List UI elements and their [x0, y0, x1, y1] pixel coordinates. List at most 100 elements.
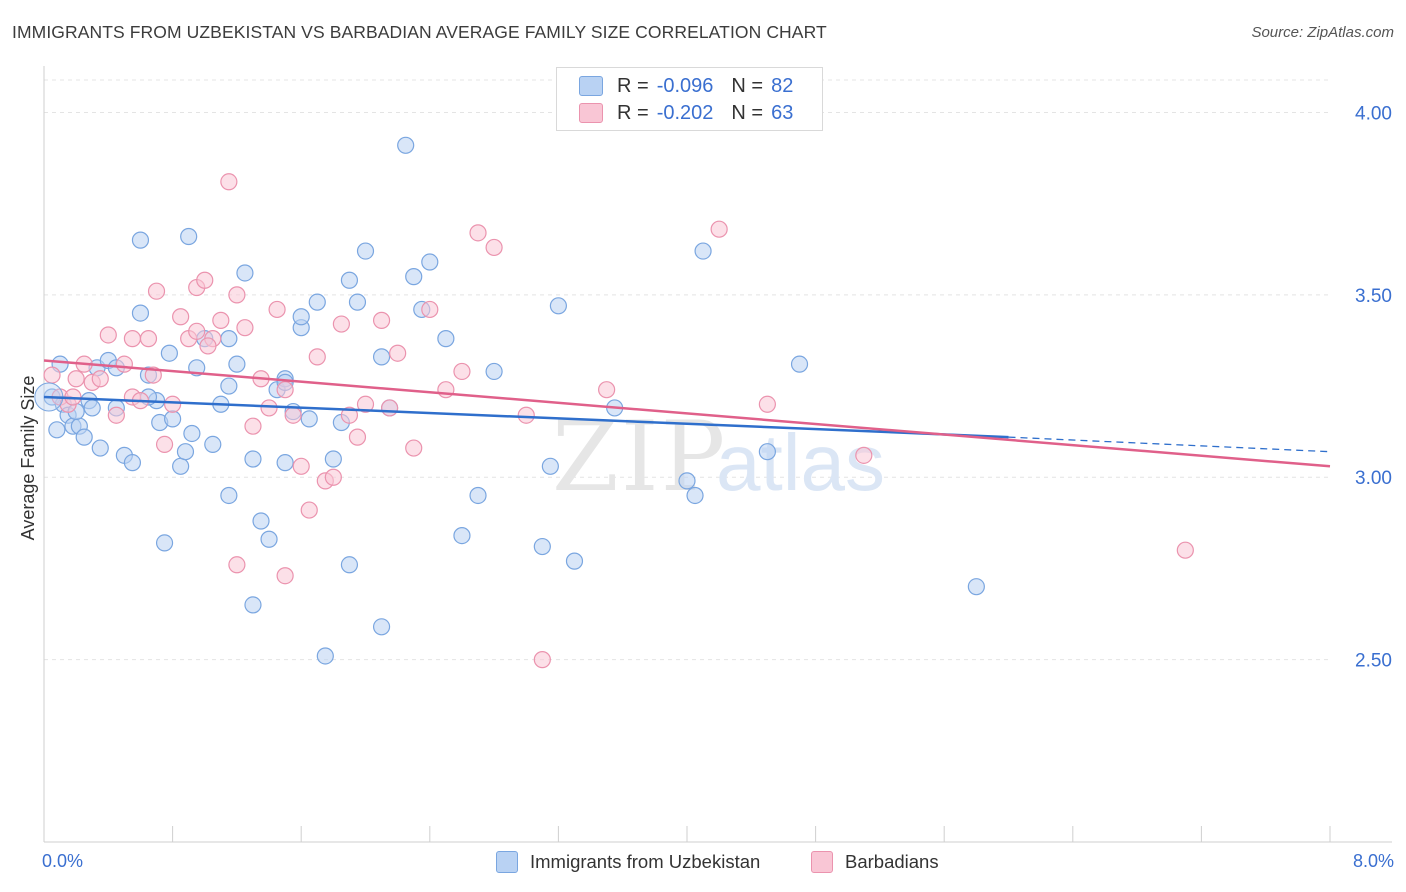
point-barbadians: [758, 395, 776, 413]
point-barbadians: [115, 355, 133, 373]
point-barbadians: [517, 406, 535, 424]
point-uzbekistan: [228, 355, 246, 373]
point-barbadians: [389, 344, 407, 362]
point-uzbekistan: [316, 647, 334, 665]
point-barbadians: [107, 406, 125, 424]
point-barbadians: [91, 370, 109, 388]
point-barbadians: [1176, 541, 1194, 559]
point-barbadians: [372, 311, 391, 329]
point-uzbekistan: [220, 486, 238, 505]
point-barbadians: [348, 428, 367, 446]
legend-r-value: -0.202: [656, 101, 714, 124]
point-barbadians: [284, 406, 302, 424]
point-barbadians: [308, 348, 326, 366]
point-uzbekistan: [397, 136, 415, 154]
point-uzbekistan: [123, 454, 142, 472]
point-uzbekistan: [324, 450, 342, 468]
point-barbadians: [332, 315, 350, 333]
legend-n-label: N =: [731, 74, 764, 97]
legend-r-value: -0.096: [656, 74, 714, 97]
point-uzbekistan: [220, 330, 238, 348]
point-uzbekistan: [348, 293, 367, 311]
point-uzbekistan: [300, 410, 318, 428]
point-barbadians: [199, 337, 217, 355]
point-barbadians: [268, 300, 286, 319]
x-tick-min: 0.0%: [42, 851, 84, 871]
point-uzbekistan: [453, 526, 471, 545]
point-barbadians: [381, 399, 399, 417]
series-legend-uzbekistan[interactable]: Immigrants from Uzbekistan: [496, 851, 760, 873]
point-barbadians: [196, 271, 214, 289]
series-name-barbadians: Barbadians: [845, 851, 939, 872]
point-uzbekistan: [541, 457, 559, 475]
point-barbadians: [123, 330, 142, 348]
legend-n-value: 82: [771, 74, 794, 97]
point-barbadians: [324, 468, 342, 486]
point-barbadians: [147, 282, 166, 300]
point-barbadians: [188, 322, 206, 340]
point-uzbekistan: [176, 443, 195, 461]
y-tick-label: 4.00: [1355, 103, 1392, 124]
point-uzbekistan: [236, 264, 254, 282]
source-credit: Source: ZipAtlas.com: [1251, 24, 1394, 41]
point-barbadians: [598, 381, 616, 399]
point-barbadians: [533, 651, 551, 669]
point-barbadians: [855, 446, 873, 464]
point-barbadians: [144, 366, 162, 384]
correlation-legend: R = -0.096 N = 82 R = -0.202 N = 63: [556, 67, 823, 131]
point-barbadians: [437, 381, 455, 399]
point-uzbekistan: [694, 242, 712, 260]
point-barbadians: [405, 439, 423, 457]
point-uzbekistan: [565, 552, 584, 570]
y-tick-label: 3.00: [1355, 468, 1392, 489]
point-barbadians: [356, 395, 375, 413]
point-uzbekistan: [292, 308, 310, 326]
point-uzbekistan: [160, 344, 178, 362]
point-uzbekistan: [678, 472, 696, 490]
point-barbadians: [139, 330, 158, 348]
series-swatch-uzbekistan: [496, 851, 518, 873]
series-swatch-barbadians: [811, 851, 833, 873]
point-barbadians: [485, 238, 503, 257]
point-barbadians: [172, 308, 190, 326]
point-uzbekistan: [164, 410, 182, 428]
point-uzbekistan: [75, 428, 93, 446]
point-uzbekistan: [340, 271, 359, 289]
point-barbadians: [276, 381, 294, 399]
point-uzbekistan: [276, 454, 294, 472]
point-barbadians: [421, 300, 439, 319]
point-uzbekistan: [244, 596, 262, 614]
point-uzbekistan: [485, 362, 503, 381]
point-barbadians: [260, 399, 278, 417]
series-legend: Immigrants from Uzbekistan Barbadians: [0, 851, 1406, 879]
point-uzbekistan: [131, 231, 150, 249]
legend-n-value: 63: [771, 101, 794, 124]
point-barbadians: [236, 319, 254, 337]
point-uzbekistan: [340, 556, 359, 574]
point-uzbekistan: [244, 450, 262, 468]
point-barbadians: [244, 417, 262, 435]
axes: [43, 66, 1392, 843]
watermark-atlas: atlas: [716, 418, 885, 507]
y-tick-label: 3.50: [1355, 286, 1392, 307]
trend-line-barbadians: [43, 359, 1331, 468]
legend-swatch-barbadians: [579, 103, 603, 123]
point-barbadians: [155, 435, 174, 454]
point-barbadians: [453, 362, 471, 381]
trend-line-uzbekistan-extension: [1008, 436, 1331, 453]
point-uzbekistan: [83, 399, 101, 417]
point-uzbekistan: [180, 227, 198, 246]
point-barbadians: [228, 556, 246, 574]
point-uzbekistan: [469, 486, 487, 505]
y-tick-label: 2.50: [1355, 651, 1392, 672]
series-legend-barbadians[interactable]: Barbadians: [811, 851, 939, 873]
point-barbadians: [164, 395, 182, 413]
point-barbadians: [292, 457, 310, 475]
point-barbadians: [340, 406, 359, 424]
trend-line-uzbekistan: [43, 395, 1009, 439]
point-uzbekistan: [437, 330, 455, 348]
point-uzbekistan: [183, 424, 201, 443]
chart-title: IMMIGRANTS FROM UZBEKISTAN VS BARBADIAN …: [12, 22, 827, 42]
point-uzbekistan: [308, 293, 326, 311]
